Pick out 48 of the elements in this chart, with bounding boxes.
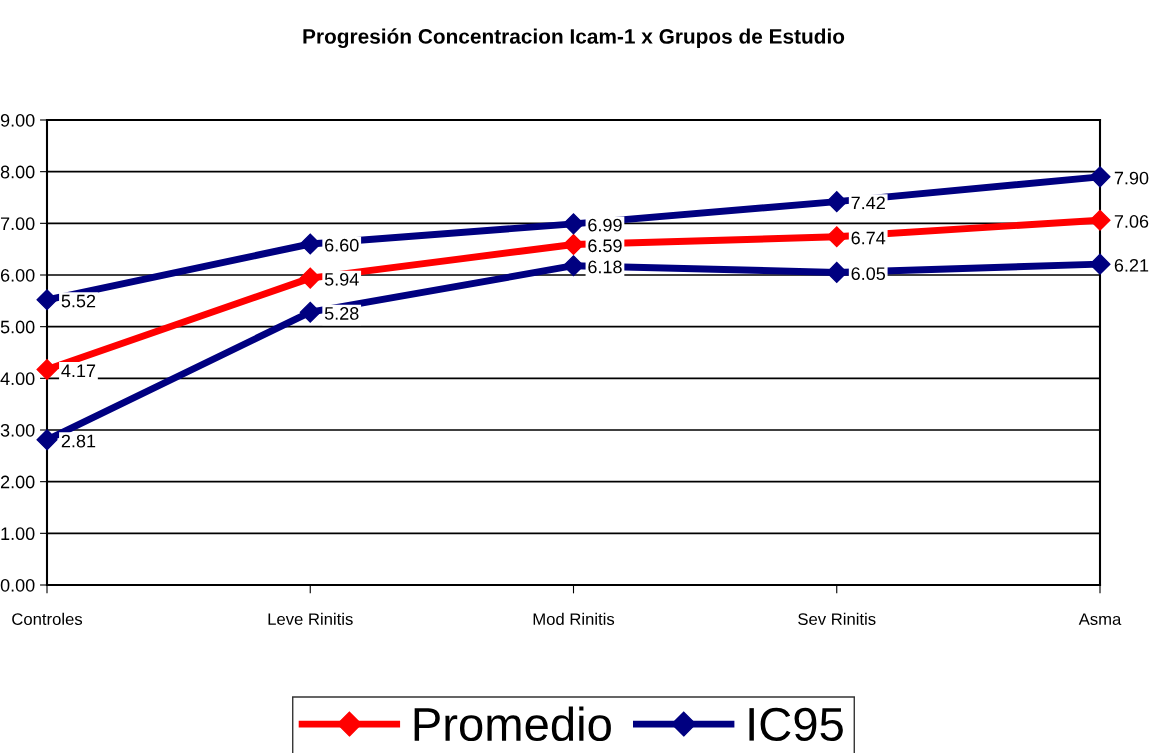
data-label: 6.59 — [588, 239, 622, 253]
x-tick-label: Asma — [1078, 613, 1122, 626]
point — [36, 359, 58, 381]
x-tick-label: Mod Rinitis — [533, 612, 615, 626]
point — [826, 261, 848, 283]
data-label: 4.17 — [61, 364, 96, 377]
data-label: 5.52 — [61, 294, 96, 308]
point — [562, 255, 585, 277]
data-label: 7.90 — [1114, 171, 1149, 185]
point — [826, 191, 848, 213]
y-tick-label: 6.00 — [0, 268, 35, 282]
data-label: 6.05 — [851, 267, 886, 281]
data-label: 5.94 — [324, 272, 359, 286]
data-label: 2.81 — [61, 434, 96, 448]
point — [299, 233, 321, 255]
y-tick-label: 1.00 — [1, 527, 35, 541]
data-label: 7.06 — [1114, 215, 1149, 228]
point — [36, 429, 58, 451]
y-tick-label: 3.00 — [0, 423, 35, 437]
point — [299, 267, 321, 289]
point — [1089, 209, 1111, 231]
point — [826, 226, 848, 248]
chart-title: Progresión Concentracion Icam-1 x Grupos de Estudio — [303, 28, 845, 49]
y-tick-label: 7.00 — [0, 217, 35, 231]
y-tick-label: 0.00 — [0, 578, 35, 592]
y-tick-label: 9.00 — [0, 113, 35, 127]
data-label: 5.28 — [324, 307, 359, 320]
y-tick-label: 5.00 — [0, 320, 35, 334]
point — [562, 213, 585, 235]
y-tick-label: 4.00 — [0, 372, 35, 386]
point — [299, 301, 321, 323]
legend-label: IC95 — [749, 707, 843, 742]
x-tick-label: Controles — [12, 612, 83, 626]
point — [1089, 166, 1111, 188]
point — [1089, 253, 1111, 275]
legend-label: Promedio — [414, 706, 611, 742]
data-label: 6.99 — [588, 218, 622, 232]
data-label: 7.42 — [851, 196, 885, 210]
y-tick-label: 2.00 — [0, 475, 35, 489]
x-tick-label: Leve Rinitis — [268, 612, 353, 626]
data-label: 6.74 — [851, 231, 886, 245]
y-tick-label: 8.00 — [0, 165, 35, 179]
point — [562, 234, 585, 256]
data-label: 6.21 — [1114, 258, 1149, 272]
data-label: 6.60 — [325, 238, 359, 252]
data-label: 6.18 — [588, 260, 622, 274]
x-tick-label: Sev Rinitis — [798, 612, 876, 626]
point — [36, 289, 58, 311]
